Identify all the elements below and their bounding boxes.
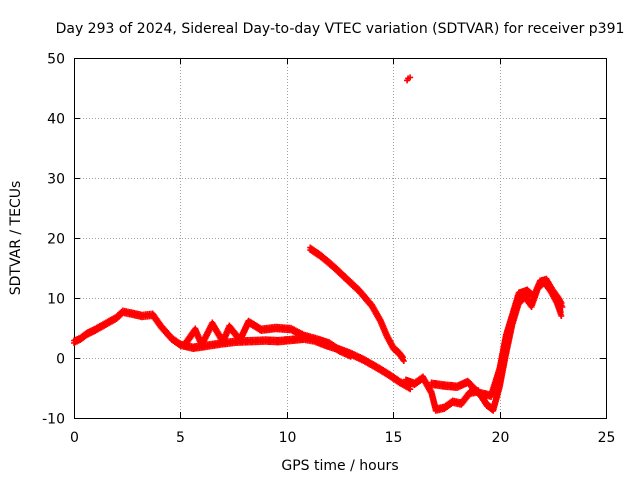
x-tick-label: 25 bbox=[598, 430, 616, 446]
x-axis-label: GPS time / hours bbox=[281, 458, 398, 474]
data-point bbox=[400, 358, 407, 364]
data-point bbox=[399, 354, 406, 361]
plot-frame bbox=[74, 58, 607, 419]
data-point bbox=[559, 304, 566, 310]
data-point bbox=[404, 77, 411, 84]
y-tick-label: 40 bbox=[47, 112, 65, 128]
data-point bbox=[399, 353, 406, 360]
y-axis-label: SDTVAR / TECUs bbox=[8, 181, 24, 296]
data-point bbox=[347, 353, 354, 360]
data-point bbox=[407, 386, 414, 393]
y-tick-label: 20 bbox=[47, 232, 65, 248]
y-tick-label: 0 bbox=[56, 352, 65, 368]
data-point bbox=[407, 74, 414, 81]
x-tick-label: 20 bbox=[492, 430, 510, 446]
y-tick-label: 50 bbox=[47, 52, 65, 68]
x-tick-label: 5 bbox=[176, 430, 185, 446]
x-tick-label: 15 bbox=[385, 430, 403, 446]
x-tick-label: 10 bbox=[279, 430, 297, 446]
chart-title: Day 293 of 2024, Sidereal Day-to-day VTE… bbox=[56, 21, 625, 37]
y-tick-label: -10 bbox=[42, 412, 65, 428]
grid-lines bbox=[74, 58, 606, 418]
x-tick-label: 0 bbox=[70, 430, 79, 446]
data-point bbox=[558, 313, 565, 319]
y-tick-label: 30 bbox=[47, 172, 65, 188]
y-axis-ticks: -10 0 10 20 30 40 50 bbox=[42, 52, 606, 428]
x-axis-ticks: 0 5 10 15 20 25 bbox=[70, 58, 615, 446]
data-points bbox=[71, 74, 566, 414]
data-point bbox=[346, 350, 353, 357]
y-tick-label: 10 bbox=[47, 292, 65, 308]
